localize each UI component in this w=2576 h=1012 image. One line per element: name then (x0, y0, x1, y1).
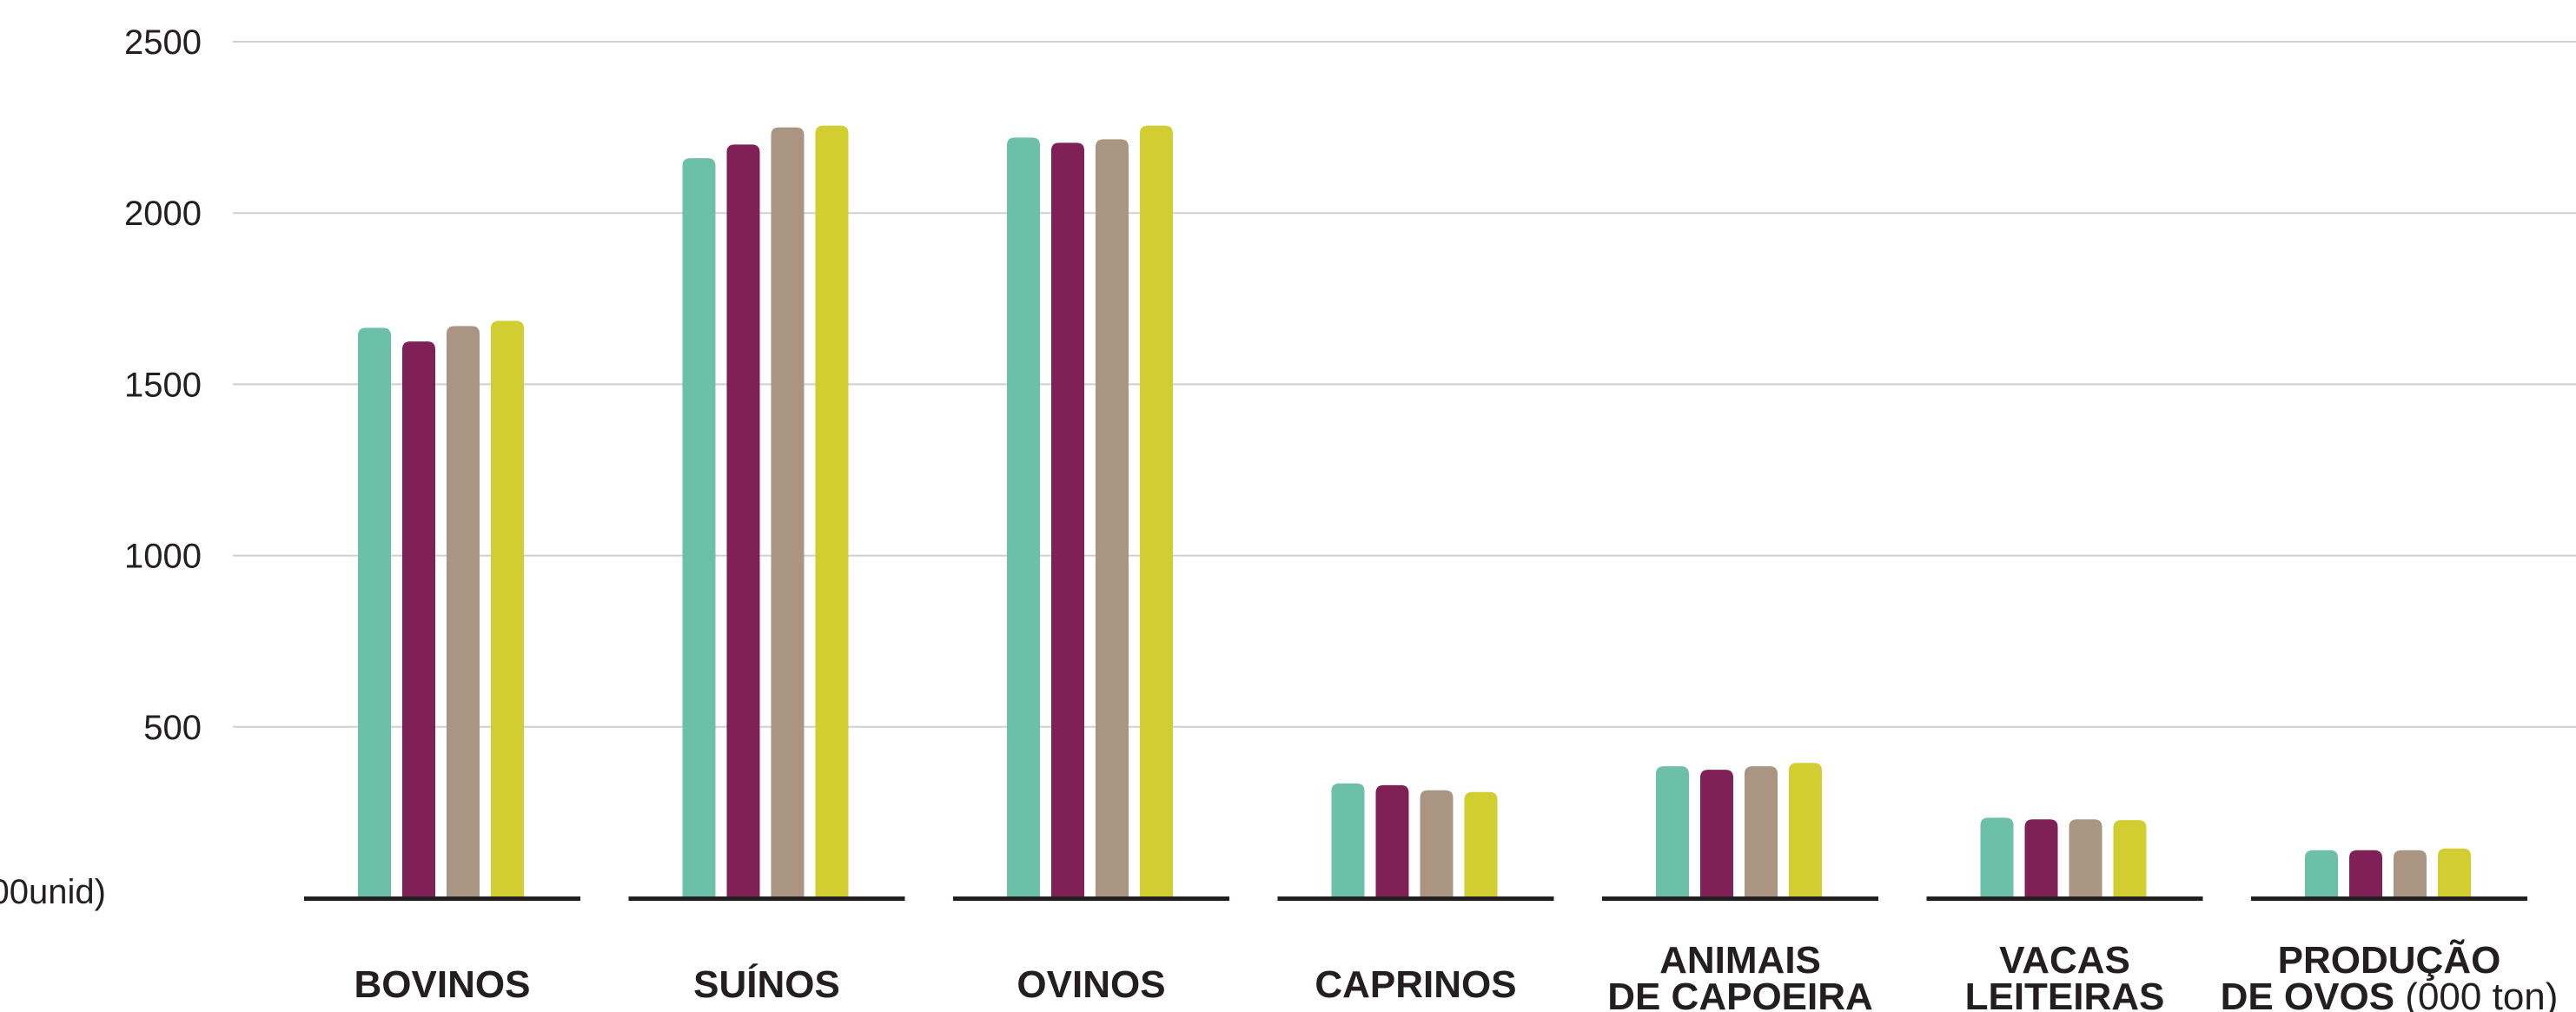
bar (815, 125, 849, 899)
bar (447, 326, 480, 898)
y-tick-label: 1500 (124, 366, 202, 404)
bar (2113, 820, 2147, 898)
bar (2024, 819, 2058, 898)
bar (726, 144, 760, 898)
category-label: OVINOS (1016, 963, 1165, 1006)
category-label: ANIMAIS (1659, 939, 1821, 982)
bar (1051, 142, 1084, 898)
bar (402, 341, 435, 899)
bars (358, 125, 2471, 899)
y-tick-label: 2000 (124, 195, 202, 233)
bar (2305, 850, 2338, 898)
category-baseline (628, 896, 905, 901)
y-tick-label: 2500 (124, 23, 202, 62)
bar (682, 158, 716, 898)
bar (2069, 819, 2103, 898)
category-label: SUÍNOS (693, 962, 840, 1006)
y-tick-label: 500 (143, 709, 202, 747)
bar (771, 127, 805, 899)
category-baselines (304, 896, 2527, 901)
bar (2349, 850, 2382, 898)
category-label: PRODUÇÃO (2278, 938, 2501, 982)
bar (1789, 763, 1822, 898)
category-label: BOVINOS (354, 963, 531, 1006)
category-baseline (953, 896, 1229, 901)
bar (1140, 125, 1173, 899)
category-unit-label: (000 ton) (2394, 976, 2558, 1012)
bar (2394, 850, 2427, 898)
bar (1700, 770, 1733, 898)
bar (358, 327, 391, 899)
category-baseline (1926, 896, 2203, 901)
bar (1331, 783, 1365, 898)
category-label: DE OVOS (000 ton) (2221, 976, 2559, 1012)
y-tick-label: 1000 (124, 538, 202, 576)
category-baseline (1602, 896, 1878, 901)
category-baseline (304, 896, 580, 901)
bar (1464, 791, 1498, 898)
bar (1656, 766, 1689, 898)
bar (1420, 790, 1454, 898)
gridlines (233, 41, 2576, 728)
category-label: DE CAPOEIRA (1607, 976, 1873, 1012)
bar (1745, 766, 1778, 898)
y-axis: 500 1000 1500 2000 2500 (124, 23, 202, 747)
category-baseline (2251, 896, 2527, 901)
bar (1007, 137, 1040, 898)
bar (1980, 817, 2014, 898)
category-label: VACAS (1999, 939, 2130, 982)
category-label: CAPRINOS (1314, 963, 1516, 1006)
bar (1375, 784, 1409, 898)
bar (2438, 848, 2471, 898)
bar (1096, 139, 1129, 899)
category-label: LEITEIRAS (1965, 976, 2165, 1012)
category-baseline (1277, 896, 1554, 901)
bar (491, 321, 524, 898)
